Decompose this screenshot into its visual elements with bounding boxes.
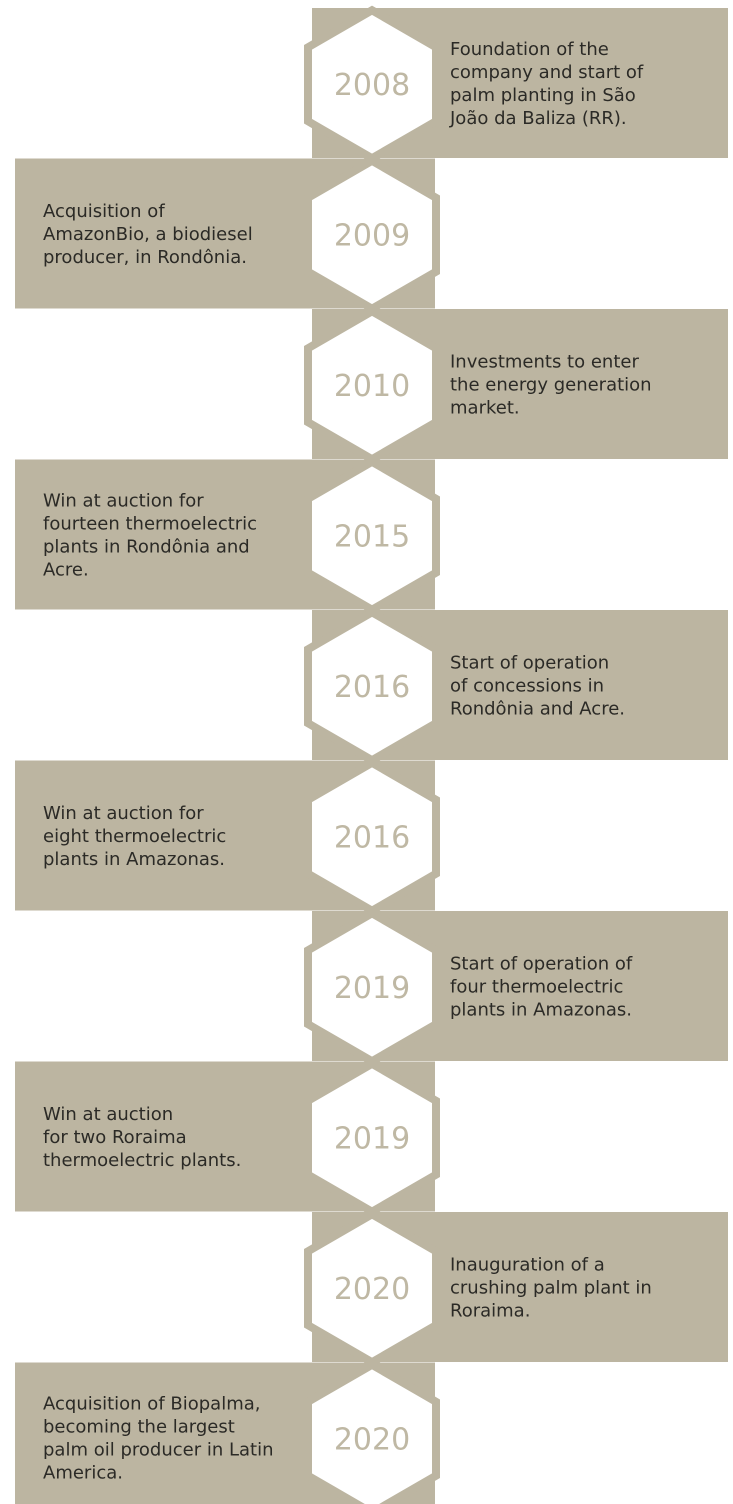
description-line: palm planting in São bbox=[450, 85, 636, 106]
hexagons: 2008 2009 2010 2015 2016 2016 2019 2019 2020 2020 bbox=[304, 5, 440, 1504]
description-line: Foundation of the bbox=[450, 39, 609, 60]
description-line: palm oil producer in Latin bbox=[43, 1439, 273, 1460]
year-label: 2008 bbox=[334, 68, 410, 103]
description-line: producer, in Rondônia. bbox=[43, 247, 247, 268]
description-line: João da Baliza (RR). bbox=[449, 108, 627, 129]
description-line: Acquisition of bbox=[43, 201, 165, 222]
description-line: America. bbox=[43, 1462, 123, 1483]
description-line: fourteen thermoelectric bbox=[43, 513, 257, 534]
description-line: Win at auction for bbox=[43, 490, 204, 511]
description-line: for two Roraima bbox=[43, 1127, 187, 1148]
year-label: 2015 bbox=[334, 519, 410, 554]
year-label: 2009 bbox=[334, 218, 410, 253]
description-line: crushing palm plant in bbox=[450, 1277, 652, 1298]
description-line: the energy generation bbox=[450, 374, 652, 395]
description-line: Acre. bbox=[43, 559, 89, 580]
description-line: Roraima. bbox=[450, 1300, 530, 1321]
description-line: eight thermoelectric bbox=[43, 826, 226, 847]
year-label: 2020 bbox=[334, 1272, 410, 1307]
description-line: Acquisition of Biopalma, bbox=[43, 1393, 261, 1414]
description-line: Investments to enter bbox=[450, 351, 639, 372]
year-label: 2016 bbox=[334, 820, 410, 855]
year-label: 2019 bbox=[334, 1121, 410, 1156]
description-line: Rondônia and Acre. bbox=[450, 698, 625, 719]
description-line: plants in Amazonas. bbox=[43, 849, 225, 870]
description-line: market. bbox=[450, 397, 520, 418]
description-line: thermoelectric plants. bbox=[43, 1150, 241, 1171]
year-label: 2016 bbox=[334, 670, 410, 705]
description-line: four thermoelectric bbox=[450, 976, 623, 997]
description-line: Start of operation of bbox=[450, 953, 633, 974]
description-line: plants in Rondônia and bbox=[43, 536, 250, 557]
description-line: Win at auction for bbox=[43, 803, 204, 824]
description-line: AmazonBio, a biodiesel bbox=[43, 224, 253, 245]
year-label: 2019 bbox=[334, 971, 410, 1006]
description-line: of concessions in bbox=[450, 675, 604, 696]
year-hexagon bbox=[304, 1360, 440, 1504]
year-label: 2010 bbox=[334, 369, 410, 404]
description-line: Inauguration of a bbox=[450, 1254, 605, 1275]
description-line: company and start of bbox=[450, 62, 644, 83]
description-line: Start of operation bbox=[450, 652, 609, 673]
description-line: Win at auction bbox=[43, 1104, 173, 1125]
year-label: 2020 bbox=[334, 1422, 410, 1457]
description-line: becoming the largest bbox=[43, 1416, 235, 1437]
description-line: plants in Amazonas. bbox=[450, 999, 632, 1020]
